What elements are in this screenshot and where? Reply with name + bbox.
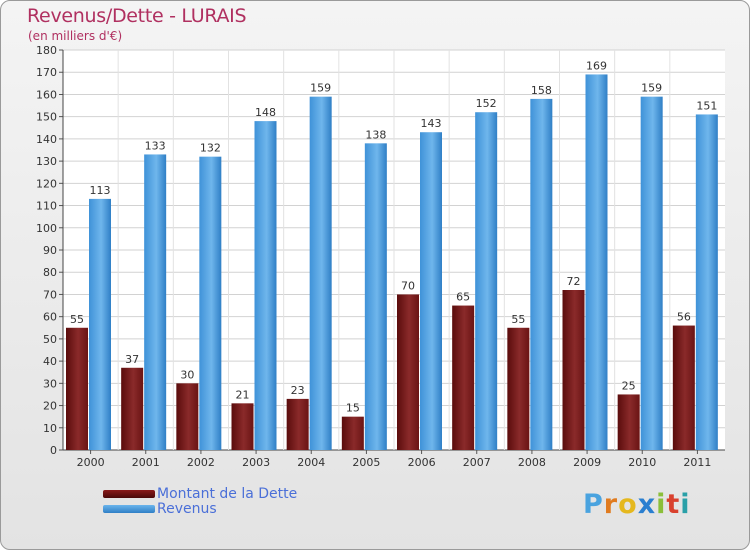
- bar-dette: [286, 398, 309, 450]
- data-label-revenus: 132: [200, 142, 221, 155]
- legend-swatch-dette: [103, 490, 155, 498]
- bar-dette: [66, 327, 88, 450]
- x-tick-label: 2005: [352, 456, 380, 469]
- legend-swatch-revenus: [103, 505, 155, 513]
- bar-revenus: [89, 198, 111, 450]
- legend-label-dette: Montant de la Dette: [157, 486, 298, 502]
- brand-letter: P: [583, 489, 604, 520]
- bar-dette: [397, 294, 419, 450]
- data-label-dette: 55: [70, 313, 84, 326]
- brand-letter: i: [656, 489, 667, 520]
- y-tick-label: 40: [43, 355, 57, 368]
- brand-letter: o: [618, 489, 638, 520]
- bar-revenus: [640, 96, 663, 451]
- x-tick-label: 2007: [463, 456, 491, 469]
- data-label-revenus: 138: [365, 128, 386, 141]
- bar-dette: [176, 383, 199, 450]
- y-tick-label: 160: [36, 88, 57, 101]
- brand-letter: t: [666, 489, 681, 520]
- x-tick-label: 2003: [242, 456, 270, 469]
- y-tick-label: 120: [36, 177, 57, 190]
- y-tick-label: 10: [43, 422, 57, 435]
- bar-revenus: [585, 74, 608, 450]
- x-tick-label: 2004: [297, 456, 325, 469]
- data-label-revenus: 169: [586, 59, 607, 72]
- data-label-dette: 37: [125, 353, 139, 366]
- bar-dette: [562, 290, 585, 450]
- y-tick-label: 140: [36, 133, 57, 146]
- bar-dette: [672, 325, 695, 450]
- data-label-dette: 21: [236, 388, 250, 401]
- data-label-revenus: 143: [421, 117, 442, 130]
- bar-dette: [231, 403, 254, 450]
- data-label-dette: 23: [291, 384, 305, 397]
- data-label-revenus: 159: [641, 82, 662, 95]
- bar-revenus: [199, 156, 222, 450]
- data-label-revenus: 159: [310, 82, 331, 95]
- bar-revenus: [475, 112, 498, 450]
- data-label-dette: 55: [511, 313, 525, 326]
- y-tick-label: 80: [43, 266, 57, 279]
- x-tick-label: 2011: [683, 456, 711, 469]
- x-tick-label: 2000: [77, 456, 105, 469]
- data-label-revenus: 148: [255, 106, 276, 119]
- brand-logo: Proxiti: [583, 489, 691, 520]
- y-tick-label: 70: [43, 288, 57, 301]
- data-label-dette: 65: [456, 291, 470, 304]
- bar-dette: [452, 305, 475, 450]
- data-label-revenus: 158: [531, 84, 552, 97]
- bar-dette: [341, 416, 364, 450]
- bar-revenus: [309, 96, 332, 451]
- bar-dette: [507, 327, 530, 450]
- x-tick-label: 2009: [573, 456, 601, 469]
- y-tick-label: 50: [43, 333, 57, 346]
- y-tick-label: 100: [36, 222, 57, 235]
- x-tick-label: 2001: [132, 456, 160, 469]
- data-label-revenus: 133: [145, 139, 166, 152]
- bar-revenus: [695, 114, 718, 450]
- bar-revenus: [530, 98, 553, 450]
- y-tick-label: 60: [43, 311, 57, 324]
- data-label-dette: 72: [567, 275, 581, 288]
- data-label-dette: 56: [677, 311, 691, 324]
- y-tick-label: 0: [50, 444, 57, 457]
- y-tick-label: 150: [36, 111, 57, 124]
- y-tick-label: 90: [43, 244, 57, 257]
- data-label-revenus: 152: [476, 97, 497, 110]
- chart-title: Revenus/Dette - LURAIS: [27, 5, 247, 27]
- bar-dette: [617, 394, 640, 450]
- brand-letter: r: [603, 489, 619, 520]
- x-tick-label: 2008: [518, 456, 546, 469]
- bar-revenus: [364, 143, 387, 451]
- data-label-dette: 30: [180, 368, 194, 381]
- x-tick-label: 2002: [187, 456, 215, 469]
- chart-subtitle: (en milliers d'€): [28, 29, 123, 43]
- bar-revenus: [144, 154, 167, 450]
- y-tick-label: 130: [36, 155, 57, 168]
- y-tick-label: 170: [36, 66, 57, 79]
- data-label-dette: 15: [346, 402, 360, 415]
- y-tick-label: 180: [36, 44, 57, 57]
- data-label-revenus: 113: [90, 184, 111, 197]
- bar-revenus: [254, 121, 277, 450]
- data-label-dette: 25: [622, 379, 636, 392]
- bar-revenus: [420, 132, 442, 450]
- y-tick-label: 30: [43, 377, 57, 390]
- brand-letter: x: [637, 489, 657, 520]
- x-tick-label: 2010: [628, 456, 656, 469]
- brand-letter: i: [680, 489, 691, 520]
- bar-dette: [121, 367, 144, 450]
- y-tick-label: 20: [43, 400, 57, 413]
- legend-label-revenus: Revenus: [157, 501, 217, 517]
- y-tick-label: 110: [36, 200, 57, 213]
- data-label-revenus: 151: [696, 99, 717, 112]
- x-tick-label: 2006: [408, 456, 436, 469]
- data-label-dette: 70: [401, 279, 415, 292]
